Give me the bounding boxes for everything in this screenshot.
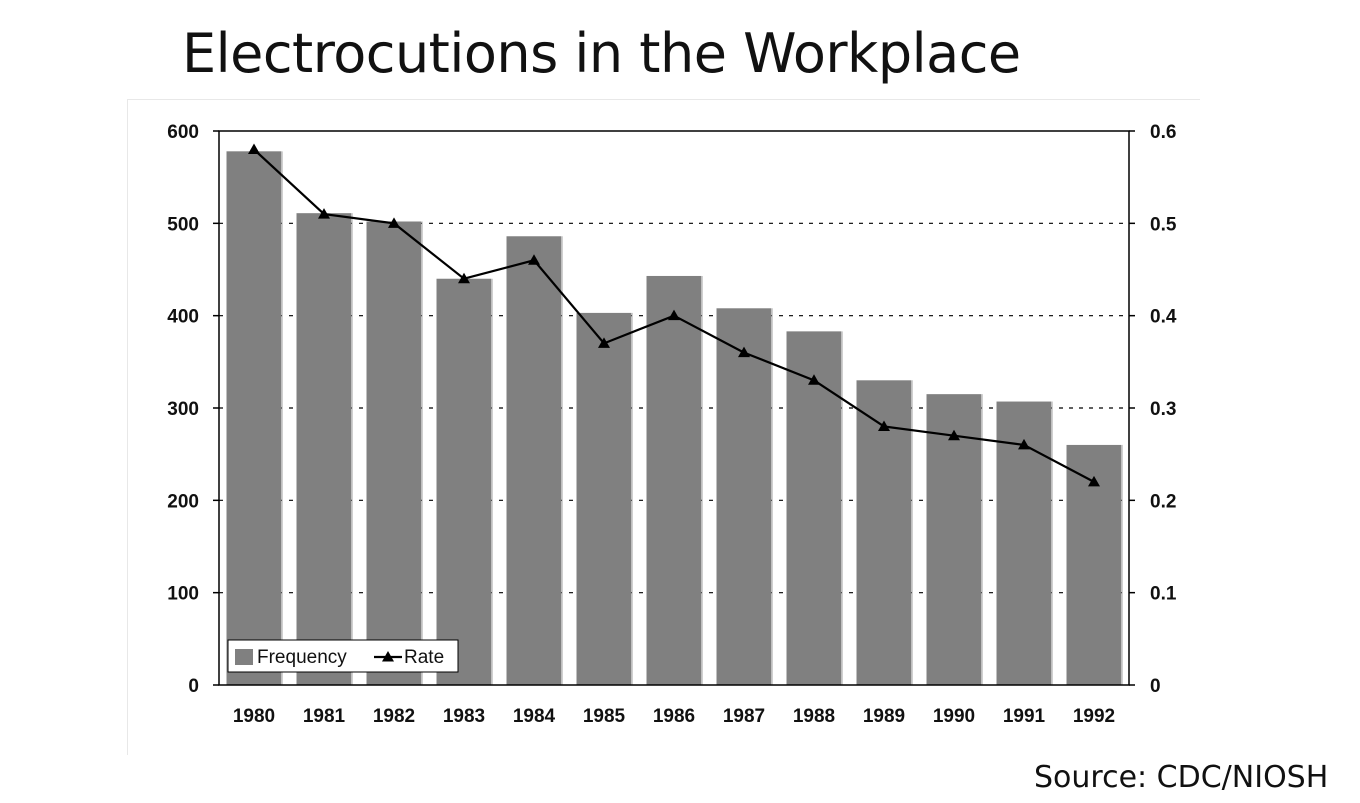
legend-swatch-rate-marker: [382, 651, 394, 662]
right-axis-tick-label: 0.6: [1150, 122, 1176, 143]
legend-label-rate: Rate: [404, 647, 444, 668]
left-axis-tick-label: 100: [167, 584, 199, 605]
chart-panel: 0 100 200 300 400 500 600 0 0.1 0.2 0.3 0.4 0.5 0.6 19…: [127, 99, 1200, 755]
rate-marker-1987: [738, 346, 750, 358]
right-axis-tick-label: 0: [1150, 676, 1161, 697]
rate-marker-1990: [948, 429, 960, 441]
rate-marker-1989: [878, 420, 890, 431]
left-axis-tick-label: 0: [188, 676, 199, 697]
bar-1984: [506, 236, 562, 685]
bar-1988: [786, 331, 842, 685]
left-axis-tick-label: 300: [167, 399, 199, 420]
bar-1986: [646, 275, 702, 685]
rate-marker-1982: [388, 217, 400, 228]
legend-label-frequency: Frequency: [257, 647, 347, 668]
x-axis-label-1987: 1987: [723, 706, 765, 727]
right-axis-tick-label: 0.4: [1150, 307, 1177, 328]
x-axis-label-1988: 1988: [793, 706, 835, 727]
x-axis-label-1985: 1985: [583, 706, 626, 727]
bar-1987: [716, 308, 772, 685]
left-axis-tick-label: 500: [167, 214, 199, 235]
x-axis-label-1986: 1986: [653, 706, 695, 727]
x-axis-label-1983: 1983: [443, 706, 485, 727]
x-axis-label-1989: 1989: [863, 706, 905, 727]
rate-marker-1985: [598, 337, 610, 348]
left-axis-tick-label: 400: [167, 307, 199, 328]
rate-marker-1981: [318, 208, 330, 219]
bar-1985: [576, 312, 632, 685]
legend-swatch-frequency: [235, 649, 253, 665]
right-axis-tick-label: 0.2: [1150, 491, 1176, 512]
slide-title: Electrocutions in the Workplace: [182, 22, 1021, 85]
rate-marker-1980: [248, 143, 260, 154]
rate-marker-1983: [458, 272, 470, 284]
source-note: Source: CDC/NIOSH: [1034, 760, 1329, 795]
rate-marker-1988: [808, 374, 820, 385]
x-axis-label-1980: 1980: [233, 706, 275, 727]
right-axis-tick-label: 0.3: [1150, 399, 1176, 420]
x-axis-label-1984: 1984: [513, 706, 556, 727]
right-axis-tick-label: 0.5: [1150, 214, 1177, 235]
x-axis-label-1991: 1991: [1003, 706, 1046, 727]
bar-1983: [436, 278, 492, 685]
rate-marker-1991: [1018, 438, 1030, 450]
x-axis-label-1982: 1982: [373, 706, 415, 727]
bar-1980: [226, 151, 282, 685]
x-axis-label-1992: 1992: [1073, 706, 1115, 727]
combo-chart: 0 100 200 300 400 500 600 0 0.1 0.2 0.3 0.4 0.5 0.6 19…: [167, 122, 1177, 727]
x-axis-label-1990: 1990: [933, 706, 975, 727]
bar-1990: [926, 394, 982, 685]
bar-1982: [366, 221, 422, 685]
left-axis-tick-label: 200: [167, 491, 199, 512]
bar-1981: [296, 213, 352, 685]
right-axis-tick-label: 0.1: [1150, 584, 1177, 605]
rate-marker-1986: [668, 309, 680, 321]
rate-marker-1992: [1088, 475, 1100, 487]
x-axis-label-1981: 1981: [303, 706, 346, 727]
left-axis-tick-label: 600: [167, 122, 199, 143]
legend-box: [227, 639, 459, 673]
bar-1989: [856, 380, 912, 685]
rate-marker-1984: [528, 254, 540, 265]
